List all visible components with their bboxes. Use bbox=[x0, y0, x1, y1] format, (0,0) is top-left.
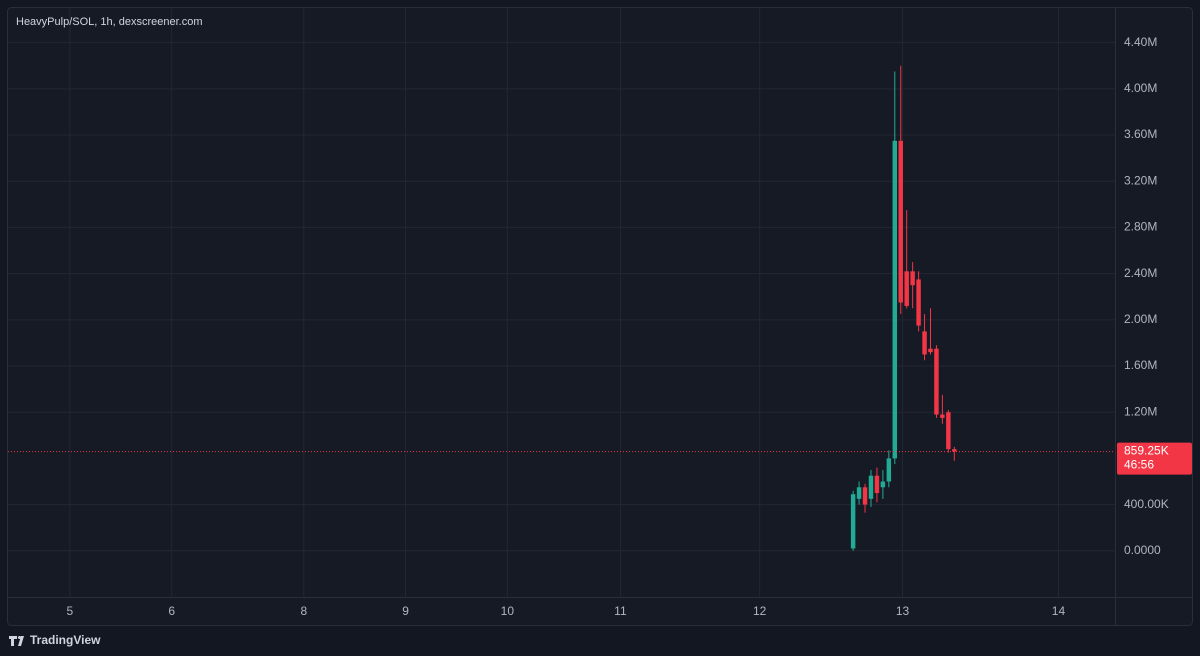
candle-body bbox=[856, 487, 862, 499]
candle-body bbox=[916, 279, 921, 326]
candle-body bbox=[928, 348, 933, 353]
candle-body bbox=[952, 449, 957, 452]
candle-body bbox=[868, 475, 874, 499]
last-price-label: 859.25K bbox=[1124, 444, 1169, 458]
y-tick-label: 400.00K bbox=[1124, 497, 1169, 511]
last-price-box bbox=[1117, 442, 1192, 475]
y-tick-label: 3.20M bbox=[1124, 173, 1157, 187]
candle-body bbox=[874, 475, 880, 494]
candle-body bbox=[892, 140, 898, 459]
candle-body bbox=[862, 487, 868, 505]
x-tick-label: 8 bbox=[300, 604, 307, 618]
footer-brand: TradingView bbox=[30, 633, 101, 647]
y-tick-label: 2.80M bbox=[1124, 220, 1157, 234]
y-tick-label: 1.20M bbox=[1124, 404, 1157, 418]
marks bbox=[850, 65, 957, 551]
x-tick-label: 9 bbox=[402, 604, 409, 618]
y-tick-label: 2.40M bbox=[1124, 266, 1157, 280]
candle-body bbox=[886, 458, 892, 482]
candle-body bbox=[898, 140, 903, 303]
candle-body bbox=[850, 494, 856, 549]
candle-body bbox=[880, 481, 886, 488]
candle-body bbox=[946, 412, 951, 450]
candle-body bbox=[940, 414, 945, 418]
x-tick-label: 13 bbox=[896, 604, 910, 618]
y-tick-label: 0.0000 bbox=[1124, 543, 1161, 557]
candle-body bbox=[922, 331, 927, 355]
countdown-label: 46:56 bbox=[1124, 458, 1154, 472]
chart-panel bbox=[7, 7, 1193, 626]
grid bbox=[8, 8, 1115, 597]
y-tick-label: 2.00M bbox=[1124, 312, 1157, 326]
y-tick-label: 3.60M bbox=[1124, 127, 1157, 141]
candle-body bbox=[904, 271, 909, 306]
chart-header: HeavyPulp/SOL, 1h, dexscreener.com bbox=[16, 16, 202, 28]
candle-body bbox=[910, 271, 915, 286]
y-tick-label: 4.00M bbox=[1124, 81, 1157, 95]
tradingview-logo bbox=[9, 636, 24, 646]
y-tick-label: 4.40M bbox=[1124, 35, 1157, 49]
x-tick-label: 12 bbox=[753, 604, 767, 618]
x-tick-label: 10 bbox=[501, 604, 515, 618]
x-tick-label: 6 bbox=[168, 604, 175, 618]
y-tick-label: 1.60M bbox=[1124, 358, 1157, 372]
x-tick-label: 11 bbox=[614, 604, 627, 618]
x-tick-label: 14 bbox=[1052, 604, 1066, 618]
x-tick-label: 5 bbox=[67, 604, 74, 618]
candle-body bbox=[934, 348, 939, 415]
